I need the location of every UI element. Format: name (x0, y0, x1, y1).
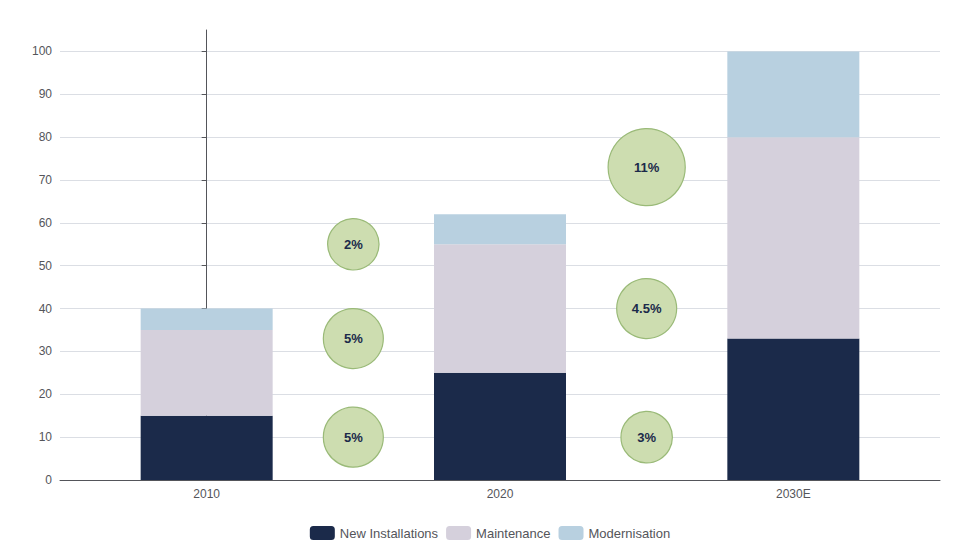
svg-text:50: 50 (39, 259, 53, 273)
svg-text:70: 70 (39, 173, 53, 187)
svg-text:100: 100 (32, 44, 52, 58)
svg-text:40: 40 (39, 302, 53, 316)
svg-text:11%: 11% (634, 160, 660, 175)
svg-text:30: 30 (39, 344, 53, 358)
svg-text:60: 60 (39, 216, 53, 230)
svg-text:80: 80 (39, 130, 53, 144)
svg-text:0: 0 (45, 473, 52, 487)
svg-text:2030E: 2030E (776, 487, 811, 501)
svg-text:2%: 2% (344, 237, 363, 252)
svg-text:2010: 2010 (193, 487, 220, 501)
svg-text:Modernisation: Modernisation (589, 526, 671, 541)
svg-text:3%: 3% (637, 430, 656, 445)
svg-text:2020: 2020 (487, 487, 514, 501)
svg-text:5%: 5% (344, 430, 363, 445)
svg-text:5%: 5% (344, 331, 363, 346)
svg-text:20: 20 (39, 387, 53, 401)
svg-text:90: 90 (39, 87, 53, 101)
svg-text:Maintenance: Maintenance (476, 526, 550, 541)
svg-text:10: 10 (39, 430, 53, 444)
svg-text:4.5%: 4.5% (632, 301, 662, 316)
svg-text:New Installations: New Installations (340, 526, 439, 541)
